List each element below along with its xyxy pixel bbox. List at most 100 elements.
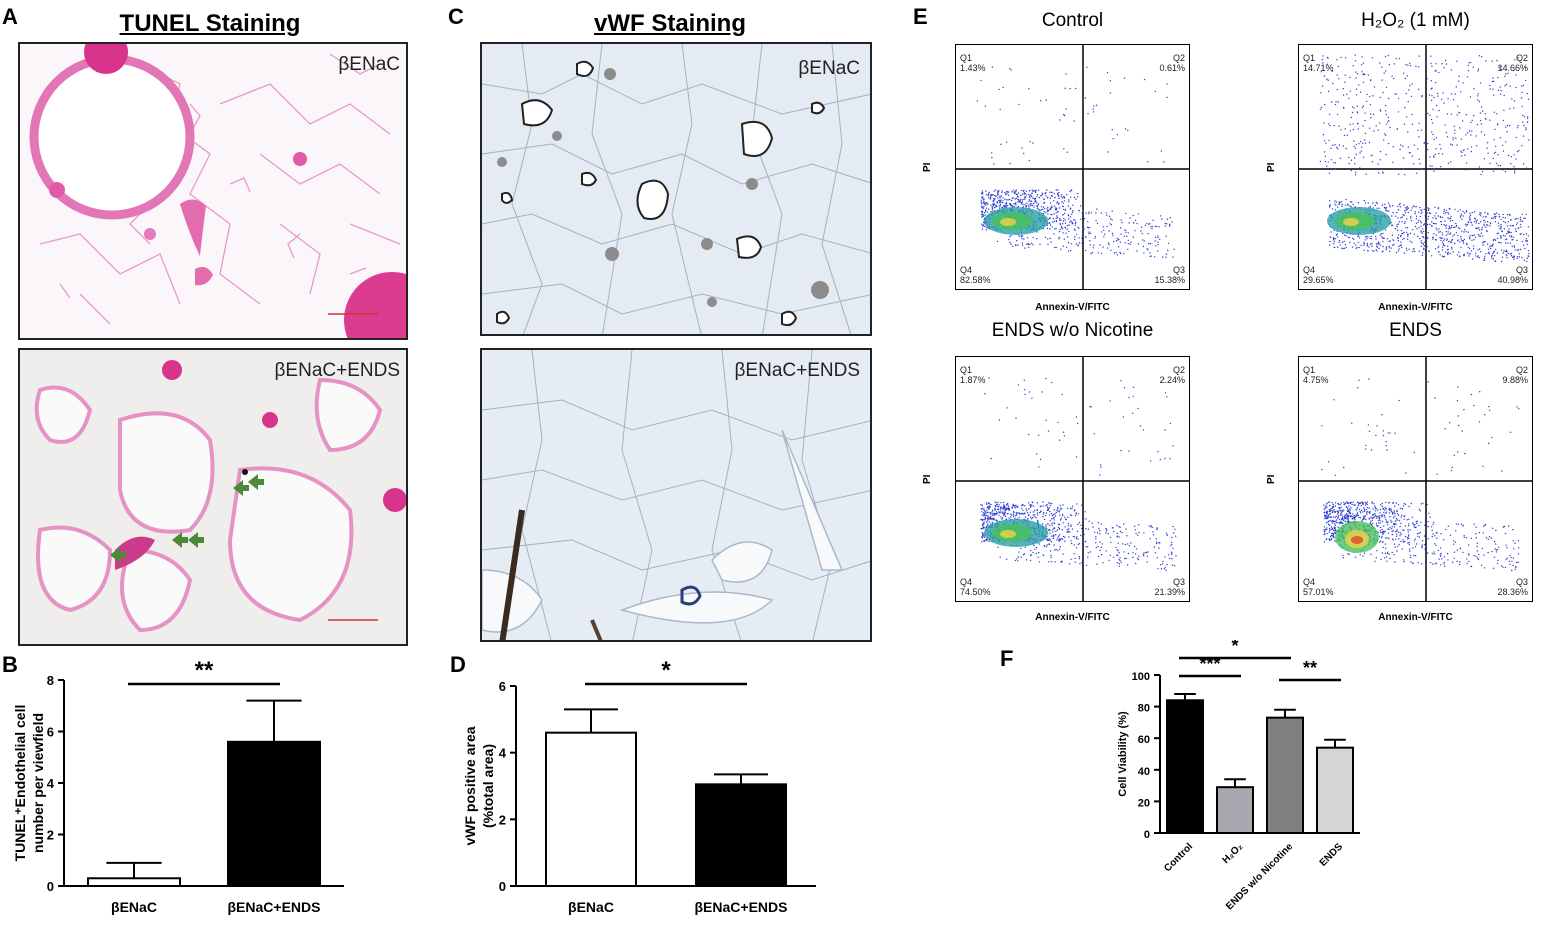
- q3-name: Q3: [1515, 265, 1528, 275]
- y-tick-label: 100: [1132, 671, 1150, 683]
- q1-name: Q1: [960, 53, 973, 63]
- bar: [695, 783, 787, 887]
- vwf-image-benac: [480, 42, 872, 336]
- flow-dots-h2o2: [1299, 45, 1532, 289]
- q1-value: 1.43%: [960, 63, 986, 73]
- panel-letter-e: E: [913, 4, 928, 29]
- vwf-label-benac: βENaC: [798, 58, 860, 79]
- q1-value: 1.87%: [960, 375, 986, 385]
- y-tick-label: 2: [47, 828, 54, 843]
- y-axis-label: TUNEL⁺Endothelial cell number per viewfie…: [12, 705, 46, 862]
- q2-value: 2.24%: [1159, 375, 1185, 385]
- q3-value: 15.38%: [1154, 275, 1185, 285]
- y-tick-label: 20: [1138, 797, 1150, 809]
- q4-name: Q4: [960, 265, 973, 275]
- flow-dots-control: [956, 45, 1189, 289]
- q4-name: Q4: [1303, 265, 1316, 275]
- significance-label: **: [1303, 658, 1317, 678]
- flow-plot-ends-wo-nicotine: Q1 1.87% Q2 2.24% Q4 74.50% Q3 21.39%: [955, 356, 1190, 602]
- q2-name: Q2: [1172, 53, 1185, 63]
- y-tick-label: 80: [1138, 703, 1150, 715]
- vwf-label-benac-ends: βENaC+ENDS: [734, 360, 861, 381]
- significance-label: ***: [1199, 654, 1220, 674]
- q2-value: 0.61%: [1159, 63, 1185, 73]
- flow-xlabel-h2o2: Annexin-V/FITC: [1378, 302, 1453, 313]
- category-label: βENaC+ENDS: [695, 899, 788, 915]
- flow-dots-ends: [1299, 357, 1532, 601]
- y-tick-label: 6: [499, 679, 506, 694]
- vwf-title: vWF Staining: [594, 10, 746, 37]
- bar: [1166, 699, 1204, 834]
- category-label: Control: [1162, 841, 1195, 874]
- panel-letter-c: C: [448, 4, 464, 29]
- q3-value: 40.98%: [1497, 275, 1528, 285]
- q3-name: Q3: [1172, 577, 1185, 587]
- tunel-label-benac-ends: βENaC+ENDS: [274, 360, 401, 381]
- flow-title-h2o2: H₂O₂ (1 mM): [1361, 10, 1470, 31]
- y-tick-label: 6: [47, 725, 54, 740]
- category-label: βENaC+ENDS: [228, 899, 321, 915]
- bar: [545, 731, 637, 887]
- flow-title-control: Control: [1041, 10, 1104, 31]
- q3-name: Q3: [1515, 577, 1528, 587]
- event-dots: [980, 377, 1177, 571]
- q4-value: 29.65%: [1303, 275, 1334, 285]
- tunel-title: TUNEL Staining: [119, 10, 301, 37]
- tunel-image-benac: [18, 42, 408, 340]
- q4-value: 82.58%: [960, 275, 991, 285]
- flow-title-ends: ENDS: [1389, 320, 1442, 341]
- bar: [1266, 716, 1304, 834]
- q4-value: 74.50%: [960, 587, 991, 597]
- q1-value: 4.75%: [1303, 375, 1329, 385]
- category-label: βENaC: [111, 899, 157, 915]
- y-tick-label: 2: [499, 812, 506, 827]
- q4-name: Q4: [1303, 577, 1316, 587]
- flow-xlabel-ends-wo-nicotine: Annexin-V/FITC: [1035, 612, 1110, 623]
- y-axis-label: Cell Viability (%): [1117, 711, 1129, 797]
- chart-f: 0 20 40 60 80 100 Cell Viability (%) Control H₂O…: [1117, 640, 1360, 912]
- tunel-image-benac-ends: [18, 348, 408, 646]
- vwf-image-benac-ends: [480, 348, 872, 642]
- panel-letter-d: D: [450, 652, 466, 677]
- y-axis-label: vWF positive area (%total area): [462, 726, 496, 845]
- bar: [227, 740, 321, 887]
- q3-value: 28.36%: [1497, 587, 1528, 597]
- flow-ylabel-control: PI: [922, 162, 933, 172]
- q4-name: Q4: [960, 577, 973, 587]
- q2-value: 14.66%: [1497, 63, 1528, 73]
- q1-name: Q1: [960, 365, 973, 375]
- significance-label: *: [661, 657, 671, 684]
- significance-label: *: [1231, 640, 1238, 656]
- y-tick-label: 8: [47, 673, 54, 688]
- flow-plot-ends: Q1 4.75% Q2 9.88% Q4 57.01% Q3 28.36%: [1298, 356, 1533, 602]
- q1-name: Q1: [1303, 365, 1316, 375]
- q3-name: Q3: [1172, 265, 1185, 275]
- panel-letter-b: B: [2, 652, 18, 677]
- q1-value: 14.71%: [1303, 63, 1334, 73]
- q4-value: 57.01%: [1303, 587, 1334, 597]
- y-tick-label: 4: [47, 776, 55, 791]
- q2-name: Q2: [1515, 53, 1528, 63]
- q2-name: Q2: [1172, 365, 1185, 375]
- flow-dots-ends-wo-nicotine: [956, 357, 1189, 601]
- panel-letter-a: A: [2, 4, 18, 29]
- category-label: ENDS: [1318, 841, 1346, 869]
- chart-d: 0 2 4 6 vWF positive area (%total area) βENaC β…: [462, 657, 816, 915]
- q2-value: 9.88%: [1502, 375, 1528, 385]
- category-label: H₂O₂: [1220, 841, 1245, 866]
- q1-name: Q1: [1303, 53, 1316, 63]
- flow-plot-h2o2: Q1 14.71% Q2 14.66% Q4 29.65% Q3 40.98%: [1298, 44, 1533, 290]
- q3-value: 21.39%: [1154, 587, 1185, 597]
- event-dots: [1319, 54, 1530, 263]
- y-tick-label: 60: [1138, 734, 1150, 746]
- flow-ylabel-ends: PI: [1266, 474, 1277, 484]
- y-tick-label: 0: [499, 879, 506, 894]
- bar: [1316, 746, 1354, 834]
- event-dots: [1321, 378, 1520, 572]
- tunel-label-benac: βENaC: [338, 54, 400, 75]
- significance-label: **: [195, 657, 214, 684]
- flow-ylabel-h2o2: PI: [1266, 162, 1277, 172]
- y-tick-label: 0: [47, 879, 54, 894]
- q2-name: Q2: [1515, 365, 1528, 375]
- category-label: βENaC: [568, 899, 614, 915]
